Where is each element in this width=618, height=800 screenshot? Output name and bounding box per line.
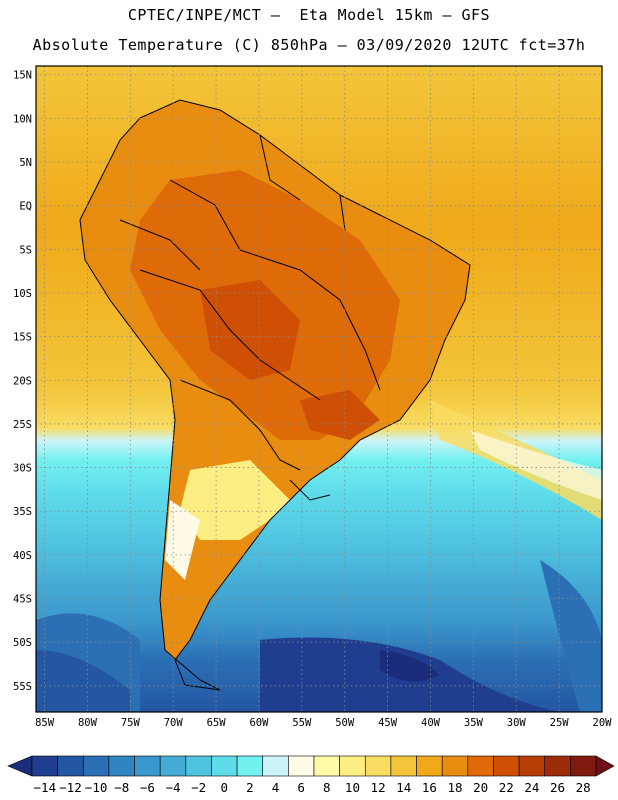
colorbar: −14 −12 −10 −8 −6 −4 −2 0 2 4 6 8 10 12 14 16 18 20 22 24 26… bbox=[7, 755, 615, 795]
colorbar-tick-label: 6 bbox=[297, 780, 305, 795]
colorbar-swatch bbox=[288, 755, 315, 777]
colorbar-tick-label: 12 bbox=[371, 780, 386, 795]
lat-label: 15S bbox=[13, 332, 32, 344]
longitude-axis: 85W 80W 75W 70W 65W 60W 55W 50W 45W 40W 35W 30W 25W 2… bbox=[35, 717, 612, 729]
lat-label: 30S bbox=[13, 463, 32, 475]
map-frame bbox=[35, 65, 603, 713]
lat-label: 5S bbox=[19, 244, 32, 256]
lon-label: 70W bbox=[164, 717, 184, 729]
lon-label: 20W bbox=[593, 717, 613, 729]
colorbar-swatch bbox=[518, 755, 546, 777]
lat-label: EQ bbox=[19, 201, 32, 213]
colorbar-tick-label: −2 bbox=[191, 780, 206, 795]
colorbar-tick-label: 2 bbox=[246, 780, 254, 795]
lon-label: 50W bbox=[335, 717, 355, 729]
lon-label: 55W bbox=[292, 717, 312, 729]
colorbar-swatch bbox=[159, 755, 187, 777]
colorbar-swatch bbox=[313, 755, 340, 777]
colorbar-tick-label: 16 bbox=[422, 780, 437, 795]
colorbar-tick-label: 28 bbox=[576, 780, 591, 795]
lat-label: 10S bbox=[13, 288, 32, 300]
colorbar-tick-label: −4 bbox=[165, 780, 180, 795]
colorbar-swatch bbox=[108, 755, 135, 777]
colorbar-tick-label: −12 bbox=[59, 780, 82, 795]
latitude-axis: 15N 10N 5N EQ 5S 10S 15S 20S 25S 30S 35S 40S 45S 50S 5… bbox=[13, 70, 32, 693]
colorbar-swatch bbox=[467, 755, 494, 777]
colorbar-tick-label: 18 bbox=[447, 780, 462, 795]
lat-label: 20S bbox=[13, 375, 32, 387]
country-outlines bbox=[79, 99, 471, 691]
colorbar-swatch bbox=[236, 755, 264, 777]
lon-label: 65W bbox=[207, 717, 227, 729]
colorbar-tick-label: −8 bbox=[114, 780, 129, 795]
colorbar-swatch bbox=[339, 755, 366, 777]
colorbar-low-arrow bbox=[7, 755, 33, 777]
colorbar-swatch bbox=[82, 755, 110, 777]
title-line-1: CPTEC/INPE/MCT – Eta Model 15km – GFS bbox=[127, 6, 491, 24]
colorbar-tick-label: 22 bbox=[499, 780, 514, 795]
colorbar-high-arrow bbox=[595, 755, 615, 777]
lat-label: 5N bbox=[19, 157, 32, 169]
colorbar-swatch bbox=[31, 755, 58, 777]
temperature-field bbox=[36, 66, 602, 712]
lat-label: 50S bbox=[13, 637, 32, 649]
colorbar-tick-label: 4 bbox=[272, 780, 280, 795]
lat-label: 40S bbox=[13, 550, 32, 562]
colorbar-swatch bbox=[390, 755, 417, 777]
colorbar-swatch bbox=[57, 755, 84, 777]
colorbar-swatch bbox=[364, 755, 392, 777]
lat-label: 45S bbox=[13, 594, 32, 606]
lat-label: 10N bbox=[13, 113, 32, 125]
lon-label: 75W bbox=[121, 717, 141, 729]
colorbar-tick-label: 10 bbox=[345, 780, 360, 795]
colorbar-tick-label: 0 bbox=[221, 780, 229, 795]
colorbar-swatch bbox=[262, 755, 289, 777]
colorbar-swatch bbox=[416, 755, 443, 777]
colorbar-tick-label: −10 bbox=[85, 780, 108, 795]
lat-label: 55S bbox=[13, 681, 32, 693]
colorbar-swatch bbox=[134, 755, 161, 777]
lat-label: 15N bbox=[13, 70, 32, 82]
title-line-2: Absolute Temperature (C) 850hPa – 03/09/… bbox=[32, 36, 586, 54]
lon-label: 40W bbox=[421, 717, 441, 729]
colorbar-swatch bbox=[493, 755, 520, 777]
lon-label: 80W bbox=[78, 717, 98, 729]
colorbar-tick-label: 8 bbox=[323, 780, 331, 795]
lon-label: 45W bbox=[378, 717, 398, 729]
colorbar-tick-label: 24 bbox=[524, 780, 539, 795]
colorbar-tick-label: 26 bbox=[550, 780, 565, 795]
lon-label: 35W bbox=[464, 717, 484, 729]
lon-label: 60W bbox=[249, 717, 269, 729]
lat-label: 35S bbox=[13, 506, 32, 518]
colorbar-swatch bbox=[441, 755, 469, 777]
lat-label: 25S bbox=[13, 419, 32, 431]
colorbar-swatch bbox=[570, 755, 597, 777]
colorbar-swatch bbox=[211, 755, 238, 777]
lon-label: 30W bbox=[507, 717, 527, 729]
colorbar-tick-label: −6 bbox=[140, 780, 155, 795]
colorbar-tick-label: −14 bbox=[34, 780, 57, 795]
colorbar-tick-label: 14 bbox=[396, 780, 411, 795]
lon-label: 25W bbox=[550, 717, 570, 729]
colorbar-tick-label: 20 bbox=[473, 780, 488, 795]
lon-label: 85W bbox=[35, 717, 55, 729]
colorbar-swatch bbox=[544, 755, 571, 777]
colorbar-swatch bbox=[185, 755, 212, 777]
